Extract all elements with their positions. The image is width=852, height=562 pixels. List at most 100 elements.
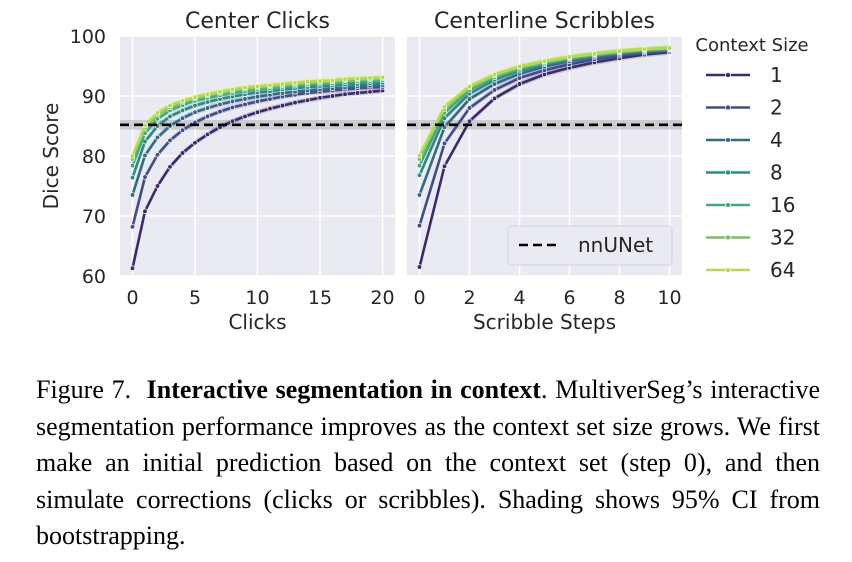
- legend-item-32: 32: [706, 226, 795, 250]
- context-size-legend: Context Size 1 2 4 8 16 32 64: [695, 35, 808, 282]
- data-point: [304, 78, 311, 85]
- data-point: [416, 192, 423, 198]
- data-point: [292, 80, 298, 86]
- data-point: [217, 108, 223, 115]
- legend-label: 1: [770, 63, 783, 87]
- reference-ci-band: [120, 120, 395, 130]
- legend-label: 32: [770, 226, 795, 250]
- data-point: [217, 89, 223, 95]
- data-point: [329, 93, 336, 99]
- reference-legend-box: [507, 225, 673, 266]
- data-point: [342, 76, 348, 82]
- data-point: [154, 134, 161, 141]
- chart-title: Center Clicks: [185, 9, 330, 34]
- data-point: [179, 107, 186, 114]
- y-tick-label: 70: [82, 206, 106, 228]
- data-point: [129, 192, 136, 198]
- x-tick-label: 5: [189, 287, 201, 309]
- data-point: [192, 140, 198, 146]
- data-point: [129, 162, 136, 169]
- y-tick-label: 90: [82, 86, 106, 108]
- x-tick-label: 6: [563, 287, 575, 309]
- y-tick-label: 80: [82, 146, 106, 168]
- y-tick-label: 60: [82, 266, 106, 288]
- legend-label: 16: [770, 193, 795, 217]
- legend-swatch-marker: [725, 137, 731, 143]
- legend-swatch-marker: [725, 267, 731, 273]
- data-point: [267, 105, 273, 112]
- legend-item-16: 16: [706, 193, 795, 217]
- data-point: [142, 174, 148, 180]
- caption-title: Interactive segmentation in context: [146, 375, 541, 404]
- data-point: [154, 152, 161, 158]
- x-tick-label: 0: [126, 287, 138, 309]
- series-64: [416, 45, 673, 159]
- data-point: [142, 122, 148, 129]
- data-point: [491, 87, 498, 93]
- data-point: [466, 105, 473, 111]
- chart-title: Centerline Scribbles: [434, 9, 655, 34]
- x-tick-label: 10: [657, 287, 681, 309]
- data-point: [179, 150, 186, 156]
- data-point: [279, 81, 286, 87]
- data-point: [167, 113, 173, 120]
- legend-swatch-marker: [725, 104, 731, 111]
- data-point: [491, 71, 498, 78]
- data-point: [441, 140, 448, 147]
- data-point: [192, 94, 198, 100]
- data-point: [154, 183, 161, 189]
- data-point: [142, 152, 148, 159]
- data-point: [254, 98, 261, 105]
- caption-label: Figure 7.: [36, 375, 132, 404]
- data-point: [167, 164, 173, 170]
- x-axis-label: Scribble Steps: [473, 310, 616, 334]
- x-tick-label: 0: [413, 287, 425, 309]
- data-point: [204, 113, 211, 120]
- data-point: [204, 131, 211, 138]
- data-point: [129, 153, 136, 159]
- data-point: [441, 163, 448, 169]
- legend-swatch-marker: [725, 72, 731, 78]
- data-point: [367, 75, 373, 81]
- data-point: [329, 77, 336, 84]
- data-point: [242, 101, 248, 108]
- x-tick-label: 2: [463, 287, 475, 309]
- data-point: [354, 90, 361, 96]
- data-point: [204, 91, 211, 97]
- x-tick-label: 10: [245, 287, 269, 309]
- legend-swatch-marker: [725, 169, 731, 176]
- data-point: [317, 95, 323, 101]
- data-point: [229, 86, 236, 93]
- data-point: [292, 99, 298, 106]
- reference-ci-band: [407, 120, 682, 130]
- figure-caption: Figure 7. Interactive segmentation in co…: [36, 372, 820, 555]
- data-point: [129, 174, 136, 181]
- data-point: [242, 84, 248, 91]
- data-point: [666, 45, 673, 51]
- data-point: [591, 51, 598, 57]
- data-point: [441, 104, 448, 110]
- data-point: [179, 127, 186, 133]
- data-point: [179, 98, 186, 104]
- data-point: [229, 98, 236, 105]
- data-point: [154, 110, 161, 116]
- data-point: [142, 208, 148, 214]
- legend-label: 2: [770, 96, 783, 120]
- x-tick-label: 20: [370, 287, 394, 309]
- legend-label: 64: [770, 258, 795, 282]
- legend-item-8: 8: [706, 161, 783, 185]
- x-axis-label: Clicks: [228, 310, 286, 334]
- x-tick-label: 4: [513, 287, 525, 309]
- data-point: [416, 152, 423, 159]
- data-point: [254, 109, 261, 115]
- series-1: [129, 87, 386, 271]
- data-point: [416, 162, 423, 169]
- data-point: [566, 54, 573, 60]
- legend-swatch-marker: [725, 202, 731, 208]
- data-point: [516, 81, 523, 87]
- data-point: [342, 91, 348, 97]
- data-point: [616, 48, 623, 54]
- data-point: [379, 74, 386, 81]
- series-2: [129, 84, 386, 230]
